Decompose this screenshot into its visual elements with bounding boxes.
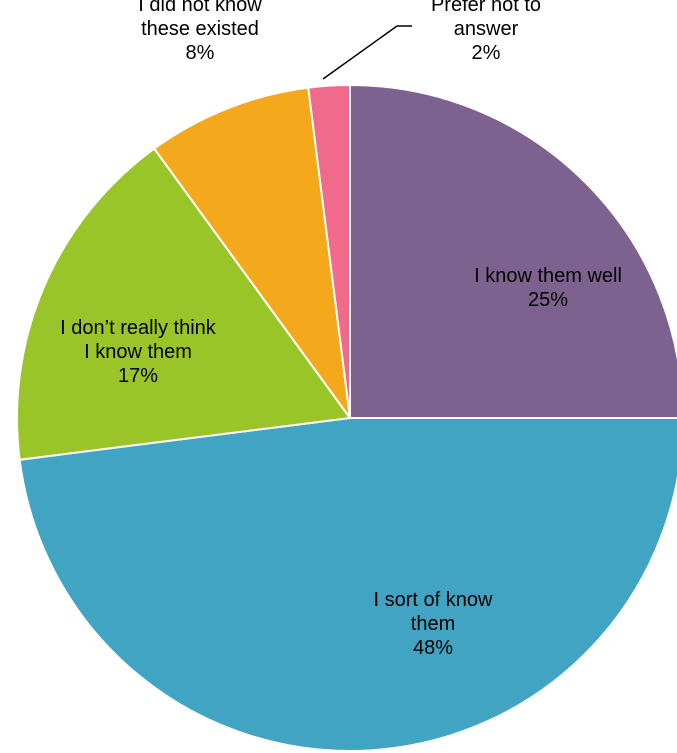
pie-slice-label-2: I sort of know them 48% [374, 589, 493, 659]
pie-slice-5 [307, 84, 351, 419]
leader-line-prefer-not [322, 25, 412, 80]
pie-slice-label-4: I did not know these existed 8% [138, 0, 262, 64]
pie-slice-1 [349, 84, 677, 419]
pie-slices [16, 84, 677, 752]
pie-labels: I know them well 25% I sort of know them 48%… [60, 0, 622, 659]
pie-slice-4 [153, 86, 351, 419]
pie-slice-2 [18, 417, 677, 752]
pie-slice-label-1: I know them well 25% [474, 265, 622, 311]
pie-slice-label-3: I don’t really think I know them 17% [60, 317, 217, 387]
pie-slice-label-5: Prefer not to answer 2% [431, 0, 541, 64]
pie-slice-3 [16, 147, 351, 461]
